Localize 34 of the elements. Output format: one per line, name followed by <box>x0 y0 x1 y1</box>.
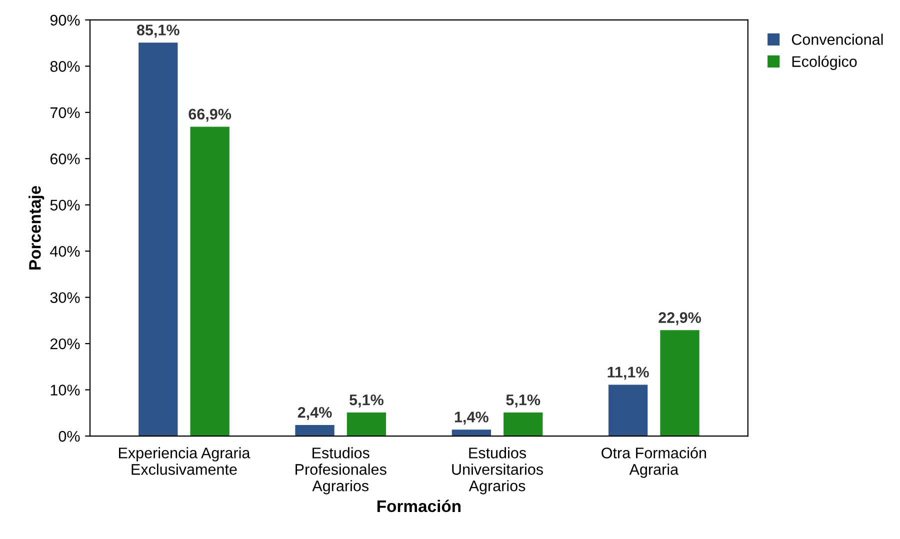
bar <box>295 424 334 436</box>
legend-label: Ecológico <box>792 56 857 70</box>
y-tick-label: 20% <box>50 338 80 350</box>
y-tick-label: 60% <box>50 154 80 164</box>
legend-label: Convencional <box>792 34 883 45</box>
y-tick-label: 70% <box>50 107 80 118</box>
x-tick-label: Otra Formación Agraria <box>602 446 706 478</box>
bar <box>138 42 178 436</box>
data-label: 85,1% <box>136 24 180 38</box>
x-axis-title: Formación <box>377 500 461 512</box>
data-label: 66,9% <box>188 108 232 122</box>
bar <box>608 384 648 436</box>
y-tick-label: 40% <box>50 246 80 257</box>
y-tick-label: 30% <box>50 292 80 304</box>
data-label: 22,9% <box>658 312 702 326</box>
x-tick-label: Experiencia Agraria Exclusivamente <box>119 447 250 475</box>
bar <box>346 412 386 436</box>
data-label: 1,4% <box>454 412 488 425</box>
bar <box>660 330 700 436</box>
x-tick-label: Estudios Universitarios Agrarios <box>452 447 543 494</box>
data-label: 5,1% <box>350 394 384 408</box>
bar <box>190 126 230 436</box>
y-tick-label: 0% <box>58 430 80 442</box>
bar <box>452 430 492 436</box>
data-label: 5,1% <box>506 394 540 408</box>
bar <box>504 412 543 436</box>
y-tick-label: 80% <box>50 61 80 72</box>
y-tick-label: 90% <box>50 14 80 26</box>
data-label: 11,1% <box>608 366 649 380</box>
y-axis-title: Porcentaje <box>28 186 44 270</box>
x-tick-label: Estudios Profesionales Agrarios <box>296 447 386 494</box>
data-label: 2,4% <box>298 406 332 420</box>
y-tick-label: 50% <box>50 200 80 211</box>
y-tick-label: 10% <box>50 384 80 396</box>
